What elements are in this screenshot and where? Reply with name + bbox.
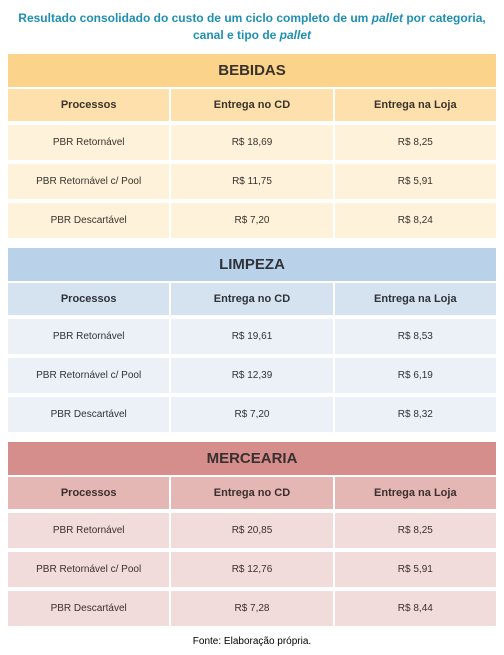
table-row: PBR Retornável c/ PoolR$ 11,75R$ 5,91 xyxy=(8,160,496,199)
table-row: PBR DescartávelR$ 7,20R$ 8,32 xyxy=(8,393,496,432)
column-header: Entrega na Loja xyxy=(335,283,496,315)
cell-cd: R$ 12,39 xyxy=(171,358,334,393)
cell-loja: R$ 8,53 xyxy=(335,319,496,354)
cell-cd: R$ 7,20 xyxy=(171,203,334,238)
table-row: PBR Retornável c/ PoolR$ 12,39R$ 6,19 xyxy=(8,354,496,393)
table-row: PBR RetornávelR$ 20,85R$ 8,25 xyxy=(8,509,496,548)
column-header: Entrega no CD xyxy=(171,283,334,315)
cell-cd: R$ 7,28 xyxy=(171,591,334,626)
sections-container: BEBIDASProcessosEntrega no CDEntrega na … xyxy=(8,54,496,626)
title-italic-2: pallet xyxy=(280,28,311,42)
section-bebidas: BEBIDASProcessosEntrega no CDEntrega na … xyxy=(8,54,496,238)
column-header: Processos xyxy=(8,283,171,315)
column-header: Processos xyxy=(8,89,171,121)
source-text: Fonte: Elaboração própria. xyxy=(8,636,496,647)
row-label: PBR Descartável xyxy=(8,591,171,626)
cell-cd: R$ 12,76 xyxy=(171,552,334,587)
table-row: PBR DescartávelR$ 7,20R$ 8,24 xyxy=(8,199,496,238)
cell-cd: R$ 19,61 xyxy=(171,319,334,354)
column-header: Entrega no CD xyxy=(171,89,334,121)
table-row: PBR Retornável c/ PoolR$ 12,76R$ 5,91 xyxy=(8,548,496,587)
row-label: PBR Retornável c/ Pool xyxy=(8,552,171,587)
column-headers: ProcessosEntrega no CDEntrega na Loja xyxy=(8,477,496,509)
column-headers: ProcessosEntrega no CDEntrega na Loja xyxy=(8,283,496,315)
category-header: BEBIDAS xyxy=(8,54,496,89)
row-label: PBR Retornável c/ Pool xyxy=(8,164,171,199)
cell-loja: R$ 8,25 xyxy=(335,513,496,548)
row-label: PBR Retornável xyxy=(8,513,171,548)
cell-cd: R$ 20,85 xyxy=(171,513,334,548)
table-row: PBR RetornávelR$ 19,61R$ 8,53 xyxy=(8,315,496,354)
column-header: Processos xyxy=(8,477,171,509)
column-header: Entrega na Loja xyxy=(335,89,496,121)
category-header: MERCEARIA xyxy=(8,442,496,477)
column-header: Entrega no CD xyxy=(171,477,334,509)
row-label: PBR Retornável xyxy=(8,319,171,354)
row-label: PBR Descartável xyxy=(8,397,171,432)
cell-loja: R$ 5,91 xyxy=(335,552,496,587)
column-headers: ProcessosEntrega no CDEntrega na Loja xyxy=(8,89,496,121)
cell-loja: R$ 8,25 xyxy=(335,125,496,160)
cell-loja: R$ 8,44 xyxy=(335,591,496,626)
cell-cd: R$ 7,20 xyxy=(171,397,334,432)
title-text-1: Resultado consolidado do custo de um cic… xyxy=(18,11,371,25)
page: Resultado consolidado do custo de um cic… xyxy=(0,0,504,655)
cell-loja: R$ 6,19 xyxy=(335,358,496,393)
cell-loja: R$ 5,91 xyxy=(335,164,496,199)
cell-loja: R$ 8,24 xyxy=(335,203,496,238)
section-limpeza: LIMPEZAProcessosEntrega no CDEntrega na … xyxy=(8,248,496,432)
section-mercearia: MERCEARIAProcessosEntrega no CDEntrega n… xyxy=(8,442,496,626)
table-row: PBR DescartávelR$ 7,28R$ 8,44 xyxy=(8,587,496,626)
cell-cd: R$ 18,69 xyxy=(171,125,334,160)
row-label: PBR Retornável xyxy=(8,125,171,160)
column-header: Entrega na Loja xyxy=(335,477,496,509)
table-row: PBR RetornávelR$ 18,69R$ 8,25 xyxy=(8,121,496,160)
cell-loja: R$ 8,32 xyxy=(335,397,496,432)
row-label: PBR Descartável xyxy=(8,203,171,238)
cell-cd: R$ 11,75 xyxy=(171,164,334,199)
title-italic-1: pallet xyxy=(372,11,403,25)
row-label: PBR Retornável c/ Pool xyxy=(8,358,171,393)
category-header: LIMPEZA xyxy=(8,248,496,283)
title: Resultado consolidado do custo de um cic… xyxy=(8,10,496,44)
